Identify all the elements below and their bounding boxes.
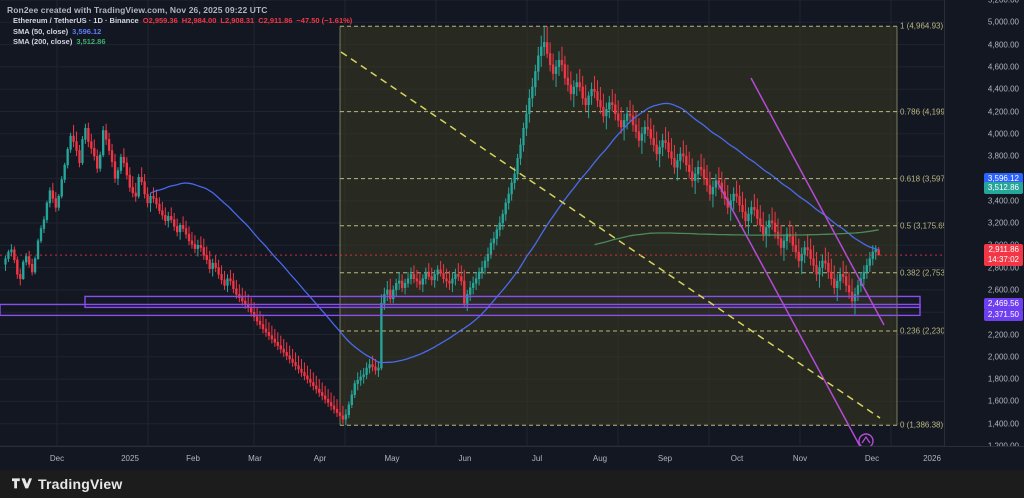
sma200-label: SMA (200, close): [13, 37, 73, 46]
sma200-value: 3,512.86: [76, 37, 106, 46]
ohlc-low: L2,908.31: [220, 16, 255, 25]
legend-ohlc: O2,959.36 H2,984.00 L2,908.31 C2,911.86 …: [143, 16, 353, 27]
price-tick: 2,600.00: [987, 285, 1019, 295]
time-tick: Dec: [864, 454, 880, 463]
chart-plot-area[interactable]: [0, 0, 944, 446]
price-tick: 4,200.00: [987, 107, 1019, 116]
sma200-badge[interactable]: 3,512.86: [983, 182, 1023, 195]
legend-symbol: Ethereum / TetherUS · 1D · Binance: [13, 16, 139, 25]
fib-retracement: [339, 25, 898, 426]
time-tick: 2026: [923, 454, 941, 463]
fib-level-label: 0.236 (2,230.92): [900, 326, 959, 336]
idea-marker-icon: [858, 433, 874, 446]
fib-level-label: 0.786 (4,199.12): [900, 107, 959, 117]
price-tick: 2,000.00: [987, 352, 1019, 362]
ohlc-high: H2,984.00: [181, 16, 217, 25]
time-tick: Nov: [792, 454, 808, 463]
time-tick: Oct: [730, 454, 744, 463]
price-tick: 2,800.00: [987, 263, 1019, 273]
last-price-badge-time: 14:37:02: [987, 255, 1019, 265]
price-tick: 5,000.00: [987, 17, 1019, 27]
sma50-line: [150, 102, 879, 364]
price-tick: 4,800.00: [987, 40, 1019, 50]
price-axis[interactable]: 5,200.00 5,000.00 4,800.00 4,600.00 4,400.00…: [944, 0, 1024, 451]
fib-level-label: 0.618 (3,597.92): [900, 174, 959, 184]
time-tick: Apr: [313, 454, 327, 463]
fib-level-label: 0.382 (2,753.38): [900, 268, 959, 278]
sma200-line: [594, 229, 879, 246]
price-tick: 1,800.00: [987, 374, 1019, 384]
chart-canvas: [0, 0, 944, 446]
time-tick: Aug: [592, 454, 608, 463]
descending-channel: [717, 77, 885, 446]
fib-level-label: 0.5 (3,175.65): [900, 221, 950, 231]
fib-level-label: 1 (4,964.93): [900, 21, 944, 31]
price-tick: 2,200.00: [987, 330, 1019, 339]
sma50-badge-value: 3,596.12: [987, 173, 1019, 183]
price-tick: 3,200.00: [987, 218, 1019, 228]
price-tick: 3,800.00: [987, 151, 1019, 161]
price-tick: 4,600.00: [987, 62, 1019, 72]
candlestick-series: [4, 26, 880, 426]
ohlc-change: −47.50 (−1.61%): [296, 16, 353, 25]
tradingview-logo-icon: [12, 477, 32, 488]
last-price-badge-value: 2,911.86: [988, 245, 1019, 255]
time-tick: Jul: [531, 454, 543, 463]
legend-sma50-row[interactable]: SMA (50, close) 3,596.12: [13, 27, 352, 38]
time-tick: Jun: [458, 454, 472, 463]
time-tick: Dec: [49, 454, 65, 463]
legend-sma200-row[interactable]: SMA (200, close) 3,512.86: [13, 37, 352, 48]
zone-upper-badge-value: 2,469.56: [987, 299, 1019, 309]
price-tick: 5,200.00: [987, 0, 1019, 5]
zone-lower-badge-value: 2,371.50: [987, 310, 1019, 320]
downtrend-dashed-line: [340, 51, 881, 419]
legend-symbol-row[interactable]: Ethereum / TetherUS · 1D · Binance O2,95…: [13, 16, 352, 27]
time-axis[interactable]: Dec 2025 Feb Mar Apr May Jun Jul Aug Sep Oct Nov Dec…: [0, 446, 1024, 471]
sma50-badge[interactable]: 3,596.12: [983, 172, 1023, 185]
ohlc-close: C2,911.86: [258, 16, 293, 25]
price-tick: 1,600.00: [987, 396, 1019, 406]
last-price-badge[interactable]: 2,911.86 14:37:02: [983, 244, 1023, 267]
zone-upper-badge[interactable]: 2,469.56: [983, 298, 1023, 311]
time-tick: Mar: [248, 454, 262, 463]
price-tick: 4,400.00: [987, 84, 1019, 94]
price-tick: 3,400.00: [987, 196, 1019, 206]
chart-legend: Ethereum / TetherUS · 1D · Binance O2,95…: [13, 16, 352, 48]
watermark-text: Ron2ee created with TradingView.com, Nov…: [7, 5, 268, 15]
ohlc-open: O2,959.36: [142, 16, 178, 25]
time-tick: May: [384, 454, 400, 463]
sma50-value: 3,596.12: [72, 26, 102, 36]
fib-level-label: 0 (1,386.38): [900, 420, 944, 430]
sma200-badge-value: 3,512.86: [987, 183, 1019, 193]
tradingview-logo-text: TradingView: [38, 476, 123, 492]
price-tick: 1,400.00: [987, 419, 1019, 429]
sma50-label: SMA (50, close): [13, 26, 69, 36]
time-tick: Sep: [657, 454, 673, 463]
zone-lower-badge[interactable]: 2,371.50: [983, 309, 1023, 322]
time-tick: 2025: [121, 454, 139, 463]
footer-bar: TradingView: [0, 470, 1024, 498]
time-tick: Feb: [186, 454, 200, 463]
price-tick: 4,000.00: [987, 129, 1019, 139]
support-zone: [0, 295, 921, 317]
tradingview-logo[interactable]: TradingView: [12, 476, 122, 492]
